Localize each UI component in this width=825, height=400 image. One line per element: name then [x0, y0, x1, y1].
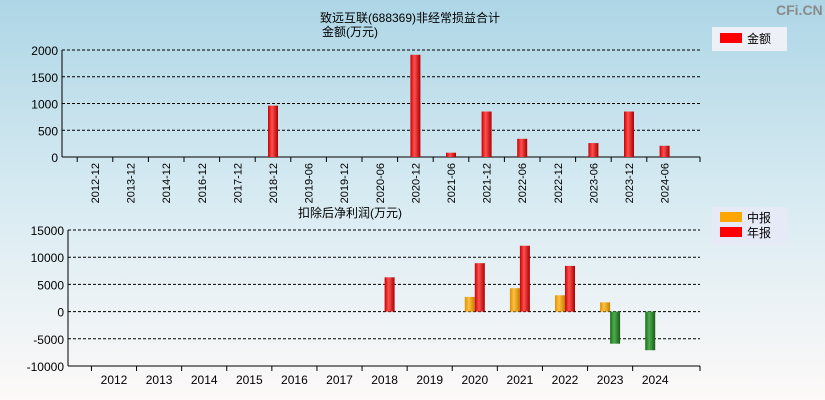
bar — [624, 111, 634, 157]
x-tick-label: 2023-12 — [624, 163, 636, 203]
x-tick-label: 2021-12 — [482, 163, 494, 203]
x-tick-label: 2018 — [371, 373, 398, 387]
bar — [517, 138, 528, 157]
bar — [588, 143, 599, 157]
bar — [509, 288, 520, 312]
y-tick-label: 2000 — [31, 44, 58, 58]
x-tick-label: 2016 — [281, 373, 308, 387]
x-tick-label: 2019-12 — [339, 163, 351, 203]
x-tick-label: 2012-12 — [90, 163, 102, 203]
bar — [474, 263, 485, 312]
x-tick-label: 2020 — [461, 373, 488, 387]
bar — [610, 311, 621, 344]
x-tick-label: 2024-06 — [660, 163, 672, 203]
bar — [410, 54, 421, 157]
x-tick-label: 2023 — [597, 373, 624, 387]
y-tick-label: 0 — [51, 151, 58, 165]
chart2-title: 扣除后净利润(万元) — [298, 205, 402, 220]
x-tick-label: 2016-12 — [197, 163, 209, 203]
x-tick-label: 2021-06 — [446, 163, 458, 203]
legend-label: 金额 — [747, 31, 771, 46]
bar — [645, 311, 656, 351]
x-tick-label: 2022 — [552, 373, 579, 387]
legend-label: 中报 — [747, 210, 771, 225]
y-tick-label: 0 — [57, 306, 64, 320]
x-tick-label: 2013-12 — [126, 163, 138, 203]
bar — [464, 296, 475, 312]
y-tick-label: 1000 — [31, 98, 58, 112]
y-tick-label: 15000 — [31, 224, 65, 238]
watermark: CFi.CN — [776, 2, 823, 18]
bar — [565, 265, 575, 312]
x-tick-label: 2012 — [101, 373, 128, 387]
x-tick-label: 2017 — [326, 373, 353, 387]
legend-swatch — [720, 227, 742, 237]
x-tick-label: 2020-12 — [410, 163, 422, 203]
legend-swatch — [720, 212, 742, 222]
x-tick-label: 2014-12 — [161, 163, 173, 203]
y-tick-label: -5000 — [33, 333, 64, 347]
bar — [600, 302, 611, 312]
bar — [446, 152, 456, 157]
bar — [268, 105, 278, 157]
x-tick-label: 2020-06 — [375, 163, 387, 203]
y-tick-label: 1500 — [31, 71, 58, 85]
bar — [519, 245, 530, 312]
x-tick-label: 2022-12 — [553, 163, 565, 203]
x-tick-label: 2022-06 — [517, 163, 529, 203]
x-tick-label: 2019 — [416, 373, 443, 387]
x-tick-label: 2023-06 — [588, 163, 600, 203]
x-tick-label: 2017-12 — [232, 163, 244, 203]
x-tick-label: 2018-12 — [268, 163, 280, 203]
y-tick-label: 500 — [38, 124, 58, 138]
chart1-title: 致远互联(688369)非经常损益合计 — [320, 10, 500, 25]
x-tick-label: 2014 — [191, 373, 218, 387]
x-tick-label: 2015 — [236, 373, 263, 387]
chart1-ylabel: 金额(万元) — [322, 24, 378, 39]
x-tick-label: 2019-06 — [304, 163, 316, 203]
bar — [555, 295, 565, 312]
bar — [659, 145, 670, 157]
x-tick-label: 2013 — [146, 373, 173, 387]
bar — [481, 111, 492, 157]
y-tick-label: 10000 — [31, 251, 65, 265]
x-tick-label: 2024 — [642, 373, 669, 387]
x-tick-label: 2021 — [507, 373, 534, 387]
bar — [384, 277, 395, 312]
y-tick-label: -10000 — [27, 360, 65, 374]
y-tick-label: 5000 — [37, 278, 64, 292]
legend-label: 年报 — [747, 225, 771, 240]
legend-swatch — [720, 33, 742, 43]
